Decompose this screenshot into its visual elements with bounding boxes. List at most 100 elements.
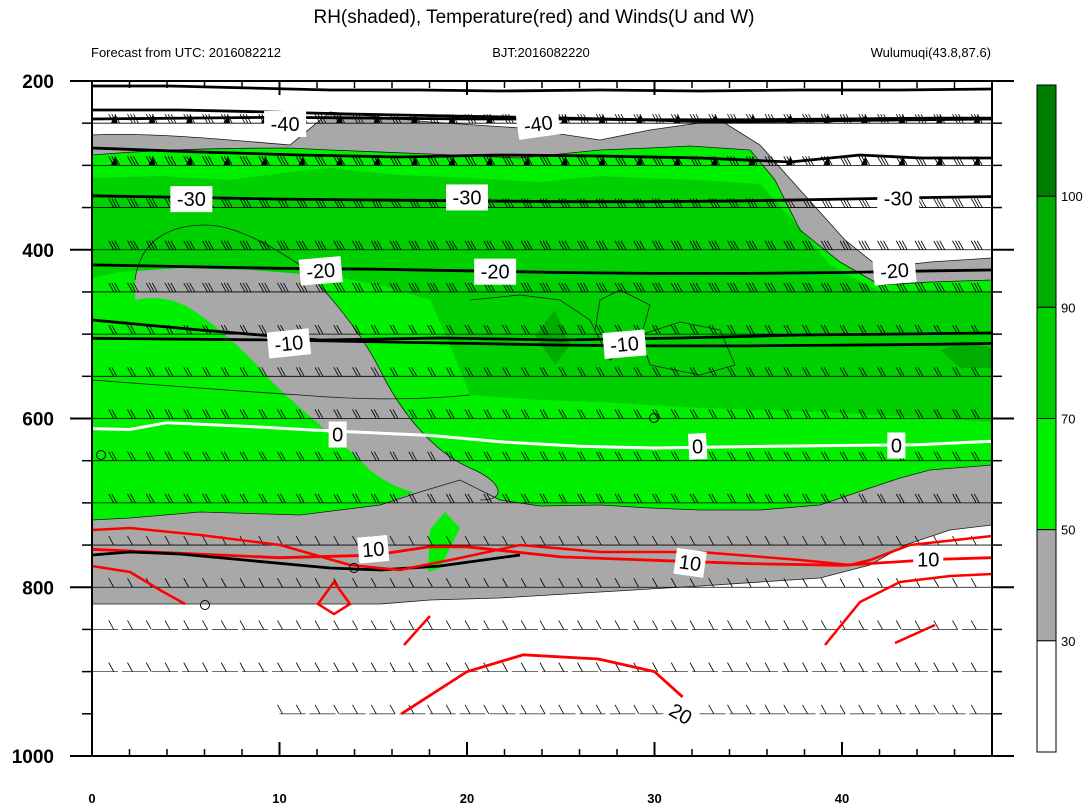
wind-barb-feather [164,578,171,588]
wind-barb-feather [914,240,921,250]
wind-barb-feather [370,620,377,630]
wind-barb-feather [583,282,589,293]
x-tick-label: 10 [272,791,286,806]
wind-barb-feather [689,367,696,377]
wind-barb-feather [580,409,586,419]
wind-barb-feather [370,324,377,335]
contour-label: -40 [515,108,561,140]
wind-barb-feather [805,409,811,419]
wind-barb-feather [183,535,190,546]
wind-barb-feather [445,409,452,419]
wind-barb-feather [202,156,208,166]
wind-barb-feather [786,493,793,504]
wind-barb-feather [408,282,415,293]
wind-barb-feather [239,451,246,461]
wind-barb-feather [708,409,715,419]
wind-barb-feather [617,451,624,461]
wind-barb-feather [333,240,340,250]
wind-barb-feather [783,451,790,461]
wind-barb-feather [673,324,680,335]
wind-barb-feather [745,493,752,504]
wind-barb-feather [314,324,321,335]
wind-barb-feather [508,240,514,250]
wind-barb-feather [392,409,399,419]
wind-barb-feather [502,367,508,377]
wind-barb-feather [598,240,605,250]
wind-barb-feather [130,240,136,250]
wind-barb-feather [952,620,958,630]
wind-barb-feather [745,240,752,250]
wind-barb-feather [505,493,511,504]
wind-barb-feather [786,451,793,461]
wind-barb-feather [670,324,677,335]
wind-barb-feather [280,240,286,250]
wind-barb-feather [358,240,364,250]
wind-barb-feather [839,451,846,461]
wind-barb-feather [220,156,227,166]
wind-barb-feather [633,367,640,377]
wind-barb-feather [970,451,977,461]
wind-barb-feather [170,282,177,293]
wind-barb-feather [689,535,696,546]
wind-barb-feather [373,282,380,293]
wind-barb-feather [614,451,621,461]
wind-barb-feather [898,493,905,504]
contour-label-text: 10 [677,551,702,576]
wind-barb-feather [127,535,133,546]
wind-barb-feather [355,409,361,419]
wind-barb-feather [355,156,361,166]
wind-barb-feather [242,156,249,166]
wind-barb-feather [220,409,227,419]
wind-barb-feather [389,535,396,546]
wind-barb-feather [558,324,565,335]
wind-barb-feather [767,282,774,293]
wind-barb-feather [727,240,733,250]
wind-barb-feather [373,493,380,504]
wind-barb-feather [976,240,983,250]
wind-barb-feather [708,324,715,335]
wind-barb-feather [708,535,715,546]
wind-barb-feather [317,409,324,419]
wind-barb-feather [208,282,214,293]
wind-barb-feather [802,240,808,250]
wind-barb-feather [483,156,490,166]
wind-barb-feather [692,324,699,335]
wind-barb-feather [167,282,174,293]
contour-label-text: -30 [177,189,206,211]
wind-barb-feather [355,493,361,504]
wind-barb-feather [205,451,211,461]
wind-barb-feather [523,324,530,335]
wind-barb-feather [839,324,846,335]
wind-barb-feather [151,282,158,293]
wind-barb-feather [861,367,868,377]
wind-barb-feather [430,282,436,293]
wind-barb-feather [539,704,546,715]
wind-barb-feather [317,240,324,250]
wind-barb-feather [127,198,133,208]
wind-barb-feather [376,240,383,250]
wind-barb-feather [580,240,586,250]
wind-barb-feather [520,493,527,504]
wind-barb-feather [145,620,152,630]
wind-barb-feather [864,156,871,166]
wind-barb-feather [108,662,115,672]
wind-barb-feather [502,451,508,461]
wind-barb-feather [505,409,511,419]
wind-barb-feather [952,409,958,419]
wind-barb-feather [973,367,980,377]
wind-barb-feather [183,156,190,166]
wind-barb-feather [970,367,977,377]
wind-barb-feather [133,156,139,166]
wind-barb-feather [880,493,886,504]
wind-barb-feather [877,493,883,504]
wind-barb-feather [264,282,271,293]
wind-barb-feather [486,156,493,166]
wind-barb-feather [408,535,415,546]
contour-label: -40 [264,111,307,138]
wind-barb-feather [767,493,774,504]
wind-barb-feather [558,367,565,377]
contour-label: -20 [872,256,917,286]
wind-barb-feather [448,282,455,293]
wind-barb-feather [523,240,530,250]
wind-barb-feather [823,409,830,419]
